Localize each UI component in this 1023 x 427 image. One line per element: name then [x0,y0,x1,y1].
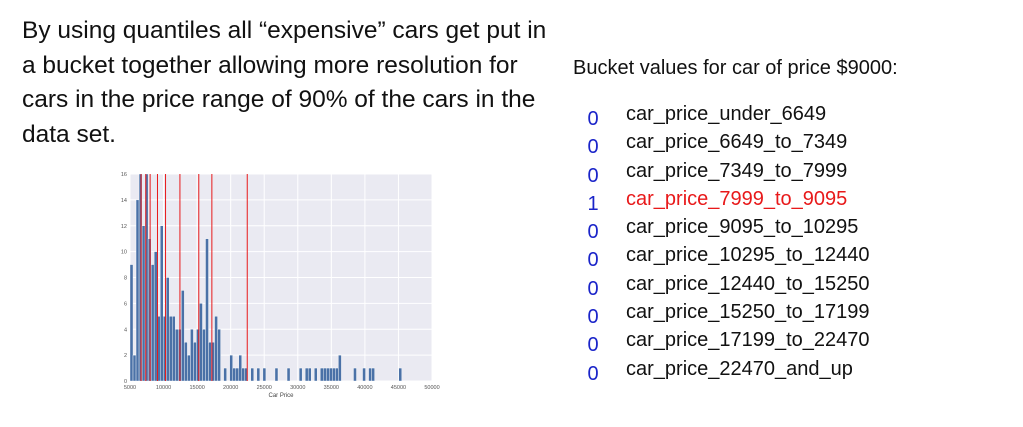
x-axis-label: Car Price [268,393,294,399]
histogram-bar [129,264,134,382]
y-tick-label: 2 [124,353,127,359]
histogram-bar [307,367,312,382]
histogram-bar [229,354,233,382]
bucket-value: 0 [587,221,599,244]
histogram-bar [169,316,173,382]
x-tick-label: 50000 [424,385,439,391]
histogram-bar [166,277,170,382]
bucket-value: 0 [587,334,599,357]
histogram-bar [153,251,158,382]
bucket-value: 0 [587,136,599,159]
bucket-value: 1 [587,192,599,215]
x-tick-label: 15000 [189,385,204,391]
histogram-bar [304,367,309,382]
bucket-name: car_price_7999_to_9095 [626,187,848,210]
bucket-value: 0 [587,164,599,187]
x-tick-label: 45000 [391,385,406,391]
histogram-bar [150,264,155,382]
bucket-value: 0 [587,362,599,385]
histogram-bar [353,367,357,382]
x-tick-label: 20000 [223,385,238,391]
bucket-value: 0 [587,108,599,130]
histogram-bar [223,367,227,382]
histogram-bar [326,367,330,382]
histogram-bar [320,367,324,382]
histogram-bar [199,303,203,382]
histogram-bar [217,329,221,382]
bucket-value: 0 [587,277,599,300]
bucket-value: 0 [587,306,599,329]
histogram-bar [274,367,279,382]
car-price-histogram: 0 2 4 6 8 10 12 14 16 5000 10000 15000 20000 25000 300… [121,172,440,399]
histogram-bar [184,341,188,382]
histogram-bar [141,225,146,382]
histogram-bar [181,290,185,382]
bucket-name: car_price_under_6649 [626,103,827,125]
bucket-name: car_price_22470_and_up [626,357,853,380]
bucket-name: car_price_6649_to_7349 [626,131,848,154]
histogram-bar [262,367,267,382]
histogram-bar [208,341,212,382]
histogram-bar [338,354,342,382]
y-tick-label: 14 [121,198,127,204]
y-tick-label: 0 [124,379,127,385]
histogram-bar [250,367,255,382]
y-tick-label: 4 [124,327,127,333]
histogram-bar [205,238,209,382]
histogram-bar [371,367,375,382]
bucket-name: car_price_7349_to_7999 [626,159,848,182]
y-tick-label: 8 [124,276,127,282]
histogram-bar [202,329,206,382]
bucket-name: car_price_9095_to_10295 [626,216,859,239]
histogram-bar [135,199,140,382]
histogram-bar [335,367,339,382]
histogram-bar [241,367,245,382]
histogram-bar [332,367,336,382]
histogram-bar [160,225,164,382]
bucket-values-title: Bucket values for car of price $9000: [573,57,898,79]
bucket-value: 0 [587,249,599,272]
x-tick-label: 40000 [357,385,372,391]
histogram-bar [132,354,137,382]
histogram-bar [323,367,327,382]
description-text: By using quantiles all “expensive” cars … [22,17,547,148]
histogram-bar [256,367,261,382]
histogram-bar [286,367,291,382]
histogram-bar [314,367,318,382]
histogram-bar [190,329,194,382]
histogram-bar [244,367,248,382]
y-tick-label: 16 [121,172,127,178]
histogram-bar [193,341,197,382]
y-tick-label: 6 [124,301,127,307]
histogram-bar [398,367,402,382]
histogram-bar [175,329,179,382]
bucket-name: car_price_17199_to_22470 [626,329,870,352]
histogram-bar [362,367,366,382]
histogram-bar [298,367,303,382]
x-tick-label: 35000 [324,385,339,391]
histogram-bar [232,367,236,382]
y-tick-label: 10 [121,250,127,256]
x-tick-label: 10000 [156,385,171,391]
x-tick-label: 5000 [124,385,136,391]
histogram-bar [368,367,372,382]
histogram-bar [187,354,191,382]
y-tick-label: 12 [121,224,127,230]
x-tick-label: 25000 [257,385,272,391]
bucket-name: car_price_15250_to_17199 [626,301,870,324]
histogram-bar [238,354,242,382]
x-tick-label: 30000 [290,385,305,391]
histogram-bar [172,316,176,382]
histogram-bar [329,367,333,382]
bucket-name: car_price_10295_to_12440 [626,244,870,267]
bucket-name: car_price_12440_to_15250 [626,272,870,295]
histogram-bar [235,367,239,382]
histogram-bar [214,316,218,382]
